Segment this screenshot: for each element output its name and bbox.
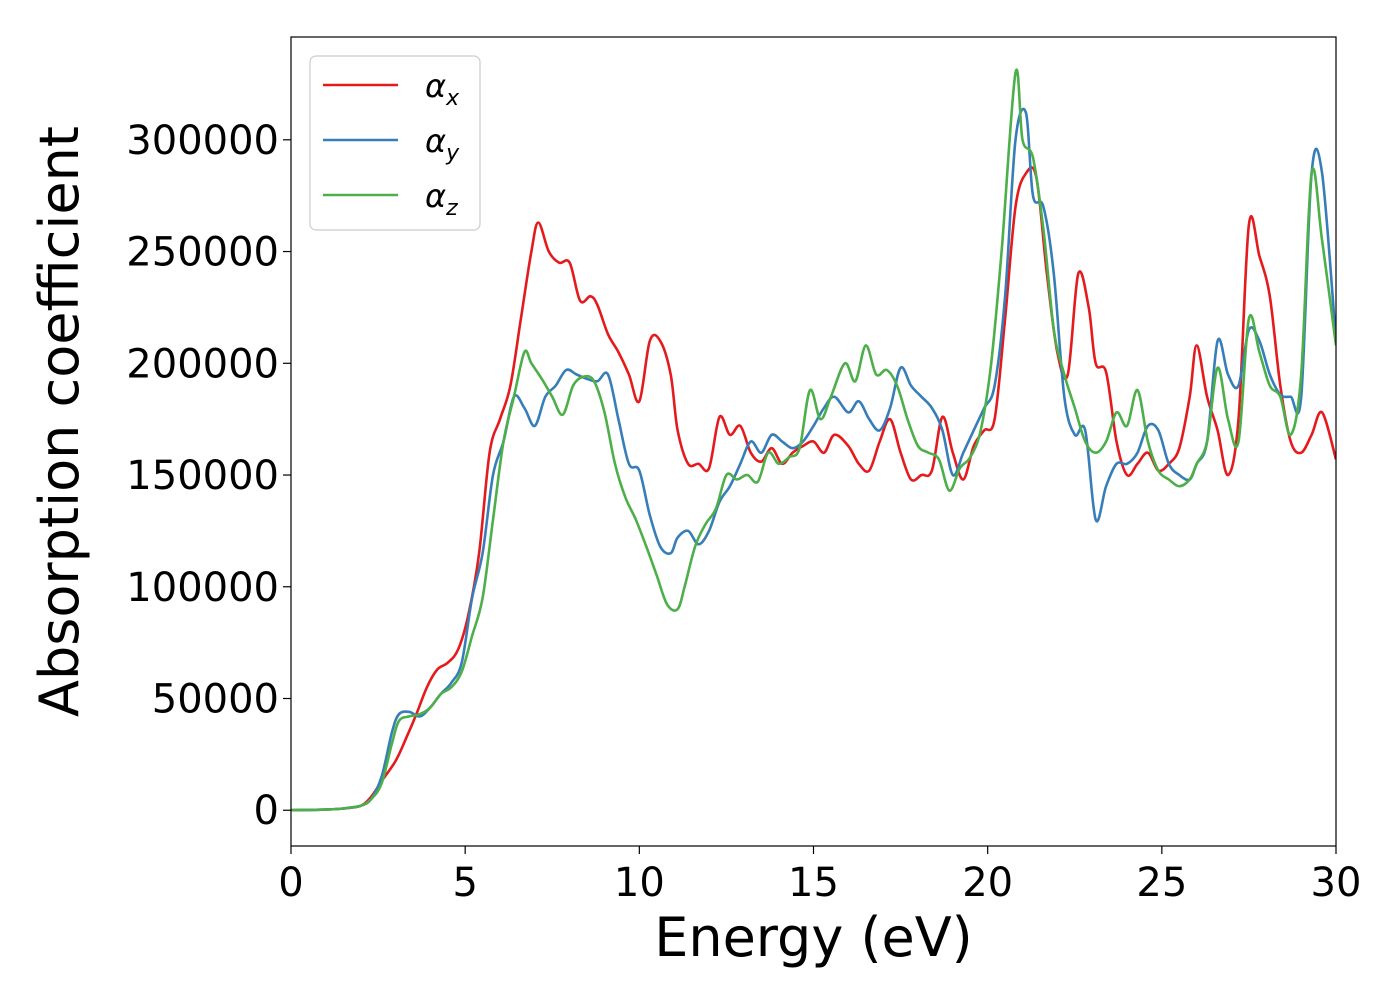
x-tick-label: 5 [452, 860, 477, 906]
y-tick-label: 0 [254, 788, 279, 834]
legend-box [309, 55, 481, 231]
y-tick-label: 50000 [152, 677, 279, 723]
plot-area [291, 68, 1336, 812]
series-line-x [291, 166, 1336, 812]
y-axis: 0 50000 100000 150000 200000 250000 300000 [126, 118, 291, 834]
y-tick-label: 300000 [126, 118, 279, 164]
series-line-y [291, 107, 1336, 812]
x-tick-label: 0 [278, 860, 303, 906]
x-tick-label: 10 [614, 860, 665, 906]
x-axis: 0 5 10 15 20 25 30 [278, 846, 1361, 906]
y-tick-label: 250000 [126, 230, 279, 276]
y-axis-title: Absorption coefficient [28, 126, 91, 717]
legend-label-z: αz [425, 177, 458, 221]
series-line-z [291, 68, 1336, 812]
y-tick-label: 100000 [126, 565, 279, 611]
y-tick-label: 200000 [126, 341, 279, 387]
x-tick-label: 15 [788, 860, 839, 906]
x-tick-label: 20 [962, 860, 1013, 906]
x-axis-title: Energy (eV) [654, 906, 973, 969]
x-tick-label: 25 [1136, 860, 1187, 906]
x-tick-label: 30 [1311, 860, 1362, 906]
y-tick-label: 150000 [126, 453, 279, 499]
